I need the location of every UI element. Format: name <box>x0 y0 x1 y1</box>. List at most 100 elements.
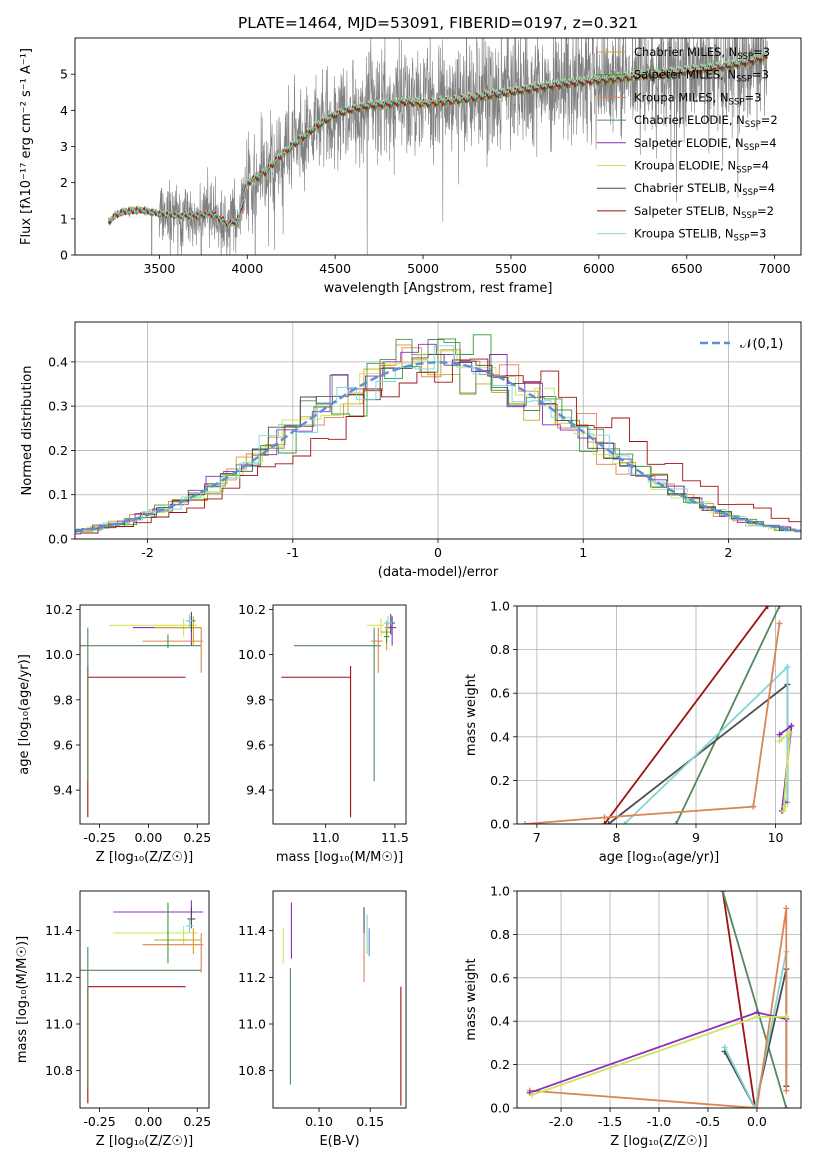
x-tick-label: 9 <box>692 830 700 845</box>
weight-marker-kroupa_stelib <box>621 821 628 824</box>
legend-label: Kroupa STELIB, NSSP=3 <box>634 227 766 244</box>
weight-line-salpeter_stelib <box>603 606 769 824</box>
x-tick-label: -0.25 <box>83 830 115 845</box>
x-tick-label: 0.25 <box>183 1114 211 1129</box>
axes-weight_vs_Z: -2.0 -1.5 -1.0 -0.5 0.0 0.0 0.2 0.4 0.6 0.8 1.0 Z [… <box>464 884 802 1149</box>
y-tick-label: 1.0 <box>490 884 510 899</box>
x-axis-label: Z [log₁₀(Z/Z☉)] <box>610 1134 707 1149</box>
weight-marker-kroupa_elodie <box>776 738 783 745</box>
plot-area-residuals <box>75 334 801 535</box>
x-tick-label: 7000 <box>759 261 791 276</box>
model-line-kroupa_stelib <box>107 49 768 229</box>
x-tick-label: 0.00 <box>134 1114 162 1129</box>
legend-label: Chabrier ELODIE, NSSP=2 <box>634 113 778 130</box>
x-tick-label: 11.0 <box>312 830 340 845</box>
legend-label-main: Kroupa ELODIE, N <box>634 159 736 173</box>
y-tick-label: 9.8 <box>53 692 73 707</box>
y-tick-label: 0.2 <box>490 1057 510 1072</box>
weight-marker-salpeter_stelib <box>764 606 771 609</box>
axes-frame <box>272 890 407 1109</box>
histogram-chabrier_stelib <box>75 354 801 533</box>
weight-marker-chabrier_elodie <box>776 606 783 609</box>
x-tick-label: 8 <box>612 830 620 845</box>
y-tick-label: 9.8 <box>246 692 266 707</box>
weight-marker-kroupa_elodie <box>783 1013 790 1020</box>
weight-marker-kroupa_elodie <box>753 1013 760 1020</box>
y-axis-label: Normed distribution <box>20 366 35 496</box>
x-axis-label: mass [log₁₀(M/M☉)] <box>276 850 403 865</box>
axes-frame <box>516 605 802 825</box>
x-tick-label: 1 <box>579 545 587 560</box>
legend-label-suffix: =4 <box>760 136 777 150</box>
x-tick-label: 5500 <box>495 261 527 276</box>
x-axis-label: wavelength [Angstrom, rest frame] <box>324 281 553 296</box>
weight-marker-salpeter_elodie <box>788 722 795 729</box>
weight-marker-kroupa_miles <box>750 803 757 810</box>
weight-marker-kroupa_elodie <box>780 807 787 814</box>
y-tick-label: 9.4 <box>246 783 266 798</box>
weight-marker-salpeter_elodie <box>776 731 783 738</box>
legend-label-sub: SSP <box>742 188 758 198</box>
x-tick-label: 2 <box>724 545 732 560</box>
y-tick-label: 11.0 <box>45 1017 73 1032</box>
y-tick-label: 11.2 <box>45 970 73 985</box>
x-tick-label: 3500 <box>143 261 175 276</box>
y-tick-label: 10.0 <box>45 647 73 662</box>
x-axis-label: E(B-V) <box>319 1134 359 1149</box>
y-tick-label: 11.4 <box>45 923 73 938</box>
x-tick-label: 6500 <box>671 261 703 276</box>
y-tick-label: 0.8 <box>490 642 510 657</box>
legend-label-sub: SSP <box>734 234 750 244</box>
axes-age_vs_Z: -0.25 0.00 0.25 9.4 9.6 9.8 10.0 10.2 Z [log₁₀(Z… <box>17 602 211 865</box>
axes-frame <box>74 37 802 256</box>
plot-area-mass_vs_ebv <box>282 902 402 1106</box>
axes-frame <box>79 890 210 1109</box>
x-tick-label: 4500 <box>319 261 351 276</box>
y-axis-label: age [log₁₀(age/yr)] <box>17 654 32 775</box>
weight-marker-chabrier_elodie <box>719 891 726 894</box>
weight-line-chabrier_elodie <box>675 606 781 824</box>
x-axis-label: (data-model)/error <box>378 565 499 580</box>
plot-area-spectrum <box>107 38 768 255</box>
x-tick-label: 0 <box>434 545 442 560</box>
y-tick-label: 10.2 <box>238 602 266 617</box>
y-tick-label: 0.2 <box>490 773 510 788</box>
y-tick-label: 10.8 <box>238 1063 266 1078</box>
legend-label-main: Chabrier ELODIE, N <box>634 113 745 127</box>
legend-label-suffix: =4 <box>758 181 775 195</box>
legend-label-main: Salpeter STELIB, N <box>634 204 741 218</box>
plot-area-age_vs_Z <box>80 611 204 818</box>
x-tick-label: -0.25 <box>83 1114 115 1129</box>
y-tick-label: 5 <box>60 67 68 82</box>
weight-line-kroupa_miles <box>529 908 788 1108</box>
x-tick-label: 0.00 <box>134 830 162 845</box>
y-tick-label: 9.4 <box>53 783 73 798</box>
axes-spectrum: 3500 4000 4500 5000 5500 6000 6500 7000 0 1 2 3 4 5 wa… <box>19 37 802 296</box>
weight-marker-kroupa_miles <box>601 814 608 821</box>
x-tick-label: -2 <box>141 545 153 560</box>
weight-line-kroupa_stelib <box>723 951 788 1108</box>
y-tick-label: 9.6 <box>53 737 73 752</box>
weight-marker-chabrier_stelib <box>605 821 612 824</box>
legend-label-main: Kroupa MILES, N <box>634 90 729 104</box>
chart-title: PLATE=1464, MJD=53091, FIBERID=0197, z=0… <box>238 14 638 32</box>
y-tick-label: 1.0 <box>490 599 510 614</box>
axes-weight_vs_age: 7 8 9 10 0.0 0.2 0.4 0.6 0.8 1.0 age [log₁₀(age/yr… <box>464 599 802 865</box>
x-tick-label: 7 <box>533 830 541 845</box>
weight-marker-kroupa_elodie <box>528 1091 535 1098</box>
legend-label-sub: SSP <box>729 97 745 107</box>
residual-legend: 𝒩(0,1) <box>700 337 783 352</box>
y-tick-label: 9.6 <box>246 737 266 752</box>
figure-content: 3500 4000 4500 5000 5500 6000 6500 7000 0 1 2 3 4 5 wa… <box>15 14 802 1149</box>
x-tick-label: 5000 <box>407 261 439 276</box>
legend-label-suffix: =3 <box>753 45 770 59</box>
plot-area-weight_vs_age <box>521 606 795 824</box>
histogram-salpeter_stelib <box>75 358 801 535</box>
x-tick-label: -2.0 <box>549 1114 573 1129</box>
legend-label-suffix: =2 <box>757 204 774 218</box>
y-tick-label: 0.8 <box>490 927 510 942</box>
y-axis-label: mass [log₁₀(M/M☉)] <box>15 936 30 1063</box>
y-tick-label: 0.4 <box>48 354 68 369</box>
weight-marker-kroupa_miles <box>753 1105 760 1108</box>
